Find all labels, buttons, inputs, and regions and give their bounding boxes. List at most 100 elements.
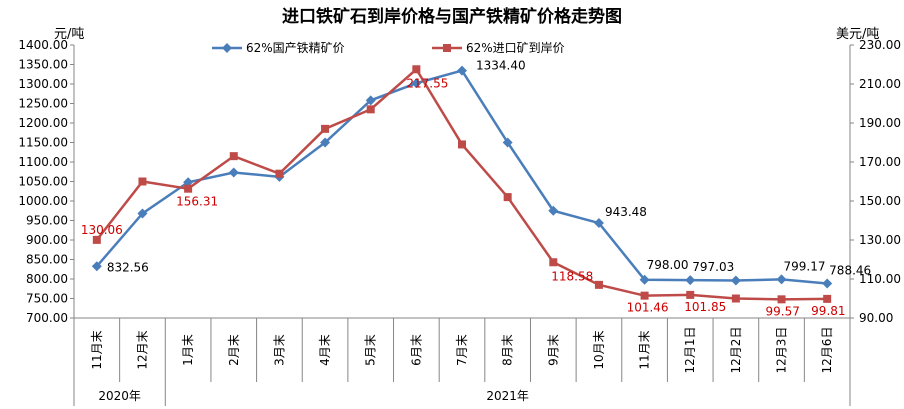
- data-label: 798.00: [647, 258, 689, 272]
- legend-label: 62%国产铁精矿价: [246, 41, 345, 55]
- category-label: 2月末: [227, 334, 241, 366]
- data-point-diamond: [457, 65, 467, 76]
- data-point-diamond: [685, 275, 696, 286]
- data-point-diamond: [822, 278, 833, 289]
- category-label: 12月3日: [775, 327, 789, 374]
- data-label: 788.46: [829, 264, 871, 278]
- right-tick-label: 150.00: [859, 194, 901, 208]
- data-point-square: [275, 169, 284, 178]
- data-point-diamond: [411, 78, 422, 89]
- data-point-square: [731, 294, 740, 303]
- data-point-square: [594, 280, 603, 289]
- left-tick-label: 700.00: [26, 311, 68, 325]
- data-labels: 832.56 1334.40 943.48 798.00 797.03 799.17 788…: [81, 59, 871, 319]
- category-label: 5月末: [364, 334, 378, 366]
- category-group-label: 2020年: [98, 389, 141, 403]
- right-tick-label: 190.00: [859, 116, 901, 130]
- data-label: 99.57: [766, 304, 800, 318]
- left-tick-label: 1350.00: [18, 58, 68, 72]
- category-label: 12月2日: [729, 327, 743, 374]
- left-tick-label: 1100.00: [18, 155, 68, 169]
- right-tick-label: 90.00: [859, 311, 893, 325]
- category-label: 12月1日: [683, 327, 697, 374]
- category-label: 11月末: [90, 330, 104, 369]
- data-point-diamond: [137, 208, 148, 219]
- data-point-diamond: [548, 205, 559, 216]
- data-point-diamond: [320, 137, 331, 148]
- left-tick-label: 750.00: [26, 292, 68, 306]
- data-label: 943.48: [605, 205, 647, 219]
- left-tick-label: 950.00: [26, 214, 68, 228]
- data-point-diamond: [91, 261, 102, 272]
- left-tick-label: 900.00: [26, 233, 68, 247]
- left-tick-label: 1050.00: [18, 175, 68, 189]
- data-point-square: [366, 105, 375, 114]
- category-label: 7月末: [455, 334, 469, 366]
- data-point-square: [503, 193, 512, 202]
- right-axis-unit: 美元/吨: [836, 27, 879, 42]
- left-tick-label: 1400.00: [18, 38, 68, 52]
- data-label: 832.56: [107, 260, 149, 274]
- data-point-square: [184, 184, 193, 193]
- data-label: 101.46: [627, 301, 669, 315]
- data-point-diamond: [730, 275, 741, 286]
- left-tick-label: 850.00: [26, 253, 68, 267]
- chart-title: 进口铁矿石到岸价格与国产铁精矿价格走势图: [282, 6, 622, 27]
- data-label: 130.06: [81, 223, 123, 237]
- series-group: [91, 65, 833, 304]
- category-label: 1月末: [181, 334, 195, 366]
- right-tick-label: 110.00: [859, 272, 901, 286]
- legend-label: 62%进口矿到岸价: [466, 41, 565, 55]
- category-label: 10月末: [592, 330, 606, 369]
- left-tick-label: 1250.00: [18, 97, 68, 111]
- data-point-diamond: [365, 95, 376, 106]
- legend-marker-square: [443, 44, 451, 52]
- right-tick-label: 210.00: [859, 77, 901, 91]
- right-tick-label: 130.00: [859, 233, 901, 247]
- category-label: 11月末: [638, 330, 652, 369]
- left-tick-label: 1200.00: [18, 116, 68, 130]
- left-axis: 700.00 750.00 800.00 850.00 900.00 950.00 1000…: [18, 38, 74, 325]
- category-label: 9月末: [546, 334, 560, 366]
- data-point-square: [777, 295, 786, 304]
- data-point-diamond: [502, 137, 513, 148]
- data-label: 101.85: [684, 300, 726, 314]
- data-label: 118.58: [551, 269, 593, 283]
- data-label: 217.55: [406, 76, 448, 90]
- data-point-square: [138, 177, 147, 186]
- data-label: 156.31: [176, 195, 218, 209]
- left-tick-label: 1000.00: [18, 194, 68, 208]
- data-point-square: [549, 258, 558, 267]
- category-label: 8月末: [501, 334, 515, 366]
- data-label: 1334.40: [476, 59, 526, 73]
- data-point-square: [686, 290, 695, 299]
- data-point-square: [321, 124, 330, 133]
- data-point-square: [640, 291, 649, 300]
- left-tick-label: 800.00: [26, 272, 68, 286]
- legend-marker-diamond: [222, 43, 232, 53]
- data-label: 99.81: [811, 304, 845, 318]
- category-group-label: 2021年: [486, 389, 529, 403]
- data-point-diamond: [593, 218, 604, 229]
- x-axis: 11月末 12月末 1月末 2月末 3月末 4月末 5月末 6月末 7月末 8月末 9月末 10月末 1…: [73, 318, 851, 406]
- left-tick-label: 1150.00: [18, 136, 68, 150]
- left-tick-label: 1300.00: [18, 77, 68, 91]
- data-point-square: [229, 152, 238, 161]
- legend: 62%国产铁精矿价 62%进口矿到岸价: [212, 41, 565, 55]
- right-tick-label: 230.00: [859, 38, 901, 52]
- data-label: 799.17: [784, 259, 826, 273]
- data-point-diamond: [228, 167, 239, 178]
- category-label: 12月6日: [820, 327, 834, 374]
- data-point-diamond: [776, 274, 787, 285]
- data-point-square: [823, 294, 832, 303]
- left-axis-unit: 元/吨: [54, 27, 84, 42]
- data-label: 797.03: [692, 260, 734, 274]
- data-point-square: [458, 140, 466, 149]
- data-point-square: [92, 235, 101, 244]
- right-tick-label: 170.00: [859, 155, 901, 169]
- data-point-square: [412, 65, 421, 74]
- category-label: 3月末: [272, 334, 286, 366]
- right-axis: 90.00 110.00 130.00 150.00 170.00 190.00 210.0…: [850, 38, 901, 325]
- data-point-diamond: [639, 274, 650, 285]
